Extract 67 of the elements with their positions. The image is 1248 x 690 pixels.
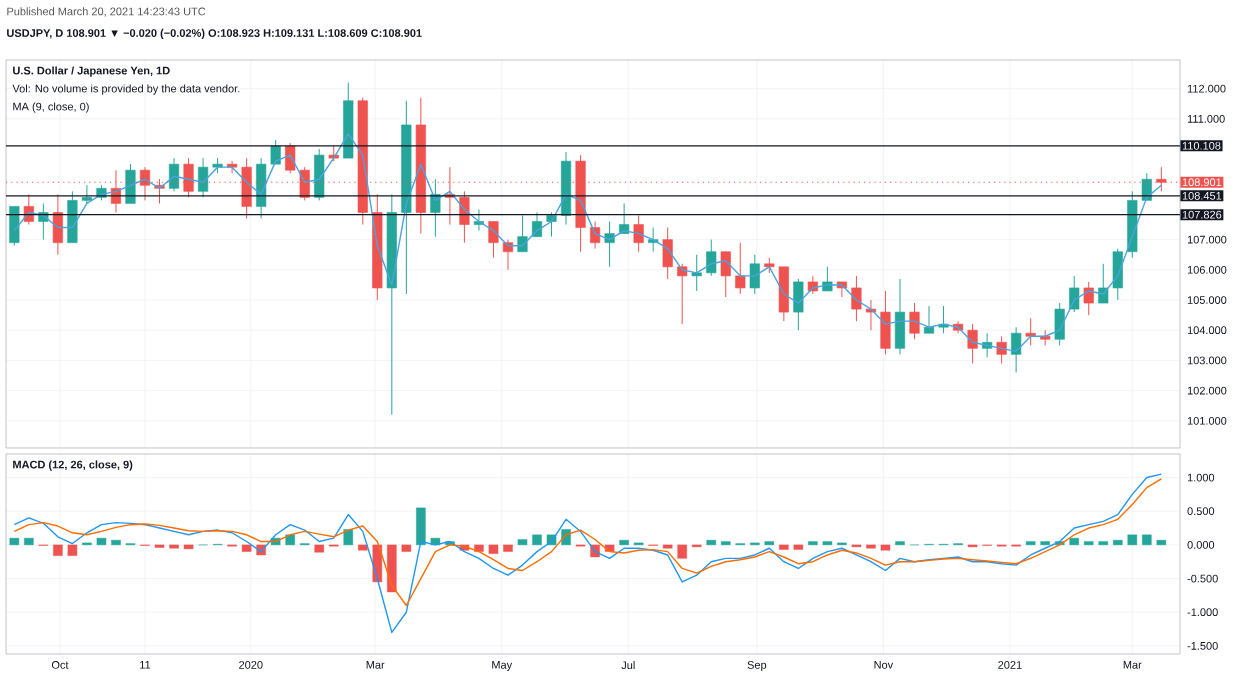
- candlestick: [1083, 281, 1094, 316]
- bar: [619, 539, 629, 546]
- candlestick: [198, 157, 209, 198]
- bar: [241, 544, 252, 552]
- bar: [779, 544, 789, 550]
- candlestick: [125, 163, 136, 204]
- bar: [793, 544, 804, 550]
- candlestick: [865, 299, 877, 331]
- bar: [517, 539, 528, 546]
- candlestick: [1069, 275, 1080, 313]
- bar: [1113, 539, 1123, 546]
- candlestick: [662, 227, 673, 280]
- bar: [416, 507, 426, 546]
- bar: [53, 544, 63, 556]
- candlestick: [9, 205, 20, 247]
- candlestick: [1112, 248, 1123, 301]
- candlestick: [677, 263, 688, 325]
- bar: [1127, 534, 1138, 546]
- bar: [488, 544, 499, 554]
- candlestick: [691, 254, 702, 292]
- candlestick: [1054, 302, 1065, 346]
- bar: [1156, 539, 1167, 546]
- candlestick: [967, 323, 978, 364]
- line-series: [13, 473, 1163, 634]
- candlestick: [590, 221, 601, 250]
- bar: [401, 544, 412, 552]
- bar: [880, 544, 891, 551]
- candlestick: [52, 193, 63, 256]
- bar: [532, 534, 542, 546]
- bar: [67, 544, 78, 556]
- bar: [706, 539, 716, 546]
- bar: [24, 537, 34, 546]
- candlestick: [735, 242, 746, 295]
- bar: [677, 544, 687, 559]
- candlestick: [880, 290, 891, 355]
- candlestick: [894, 278, 906, 355]
- bar: [285, 534, 295, 546]
- candlestick: [706, 239, 717, 277]
- bar: [1069, 537, 1079, 546]
- line-series: [13, 478, 1163, 607]
- bar: [358, 544, 368, 551]
- candlestick: [1011, 326, 1022, 373]
- candlestick: [1025, 317, 1036, 346]
- candlestick: [633, 214, 644, 253]
- bar: [96, 537, 107, 546]
- candlestick: [502, 239, 514, 271]
- candlestick: [314, 148, 325, 201]
- bar: [9, 537, 20, 546]
- candlestick: [720, 251, 731, 298]
- candlestick: [996, 335, 1007, 364]
- candlestick: [909, 302, 920, 340]
- candlestick: [793, 278, 804, 331]
- bar: [314, 544, 324, 553]
- line-series: [13, 133, 1163, 353]
- bar: [1142, 534, 1152, 546]
- bar: [343, 529, 354, 546]
- bar: [183, 544, 194, 550]
- candlestick: [851, 275, 862, 322]
- candlestick: [488, 221, 499, 259]
- bar: [503, 544, 513, 552]
- bar: [387, 544, 397, 593]
- candlestick: [923, 305, 935, 334]
- candlestick: [168, 157, 180, 192]
- candlestick: [1098, 263, 1109, 304]
- bar: [111, 539, 121, 546]
- candlestick: [749, 254, 760, 295]
- candlestick: [517, 214, 528, 253]
